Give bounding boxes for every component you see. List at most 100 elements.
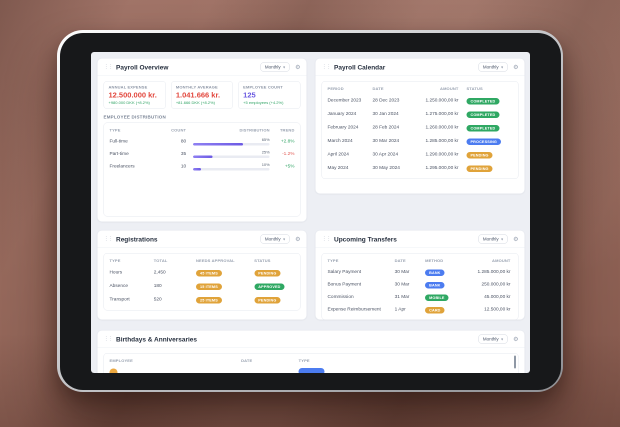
drag-handle-icon[interactable]: ⋮⋮ — [321, 63, 331, 70]
status-badge: APPROVED — [253, 282, 285, 290]
cell-amount: 1.260.000,00 kr — [424, 124, 458, 130]
drag-handle-icon[interactable]: ⋮⋮ — [103, 235, 113, 242]
column-header: AMOUNT — [491, 258, 510, 263]
column-header: DATE — [371, 86, 384, 91]
scrollbar-thumb[interactable] — [513, 355, 516, 368]
status-badge: PENDING — [465, 151, 493, 158]
period-dropdown[interactable]: Monthly ▾ — [477, 234, 508, 243]
period-dropdown-value: Monthly — [482, 236, 499, 241]
chevron-down-icon: ▾ — [282, 64, 285, 69]
distribution-bar: 10% — [192, 161, 270, 170]
period-dropdown-value: Monthly — [482, 336, 499, 341]
cell-type: Freelancers — [109, 163, 135, 169]
cell-amount: 12.500,00 kr — [483, 306, 510, 312]
gear-icon[interactable]: ⚙ — [294, 235, 300, 242]
period-dropdown[interactable]: Monthly ▾ — [477, 62, 508, 71]
cell-status: APPROVED — [253, 281, 294, 290]
status-badge: COMPLETED — [465, 124, 499, 131]
panel-payroll-overview: ⋮⋮ Payroll Overview Monthly ▾ ⚙ ANNUAL E… — [96, 57, 307, 222]
period-dropdown-value: Monthly — [264, 236, 281, 241]
cell-needs-approval: 15 ITEMS — [195, 281, 253, 290]
stat-change: +980.000 DKK (+8.2%) — [108, 100, 150, 105]
stat-value: 125 — [242, 90, 256, 100]
cell-type: Bonus Payment — [327, 281, 361, 287]
column-header: TREND — [279, 127, 294, 133]
panel-body: PERIOD DATE AMOUNT STATUS December 2023 … — [315, 76, 524, 194]
dashboard: ⋮⋮ Payroll Overview Monthly ▾ ⚙ ANNUAL E… — [91, 52, 530, 373]
table-row: Hours 2,450 45 ITEMS PENDING — [109, 265, 294, 279]
cell-method: BANK — [424, 279, 462, 288]
needs-approval-badge: 45 ITEMS — [195, 269, 222, 276]
column-header: PERIOD — [327, 86, 344, 91]
cell-type: Full-time — [109, 138, 128, 144]
gear-icon[interactable]: ⚙ — [294, 63, 300, 70]
cell-method: BANK — [424, 267, 462, 276]
bar-track — [192, 142, 270, 145]
column-header: TYPE — [109, 258, 121, 263]
stat-annual-expense: ANNUAL EXPENSE 12.500.000 kr. +980.000 D… — [103, 80, 166, 109]
period-dropdown[interactable]: Monthly ▾ — [259, 62, 290, 71]
cell-needs-approval: 45 ITEMS — [195, 267, 253, 276]
panel-title: Payroll Overview — [115, 62, 168, 71]
needs-approval-badge: 25 ITEMS — [195, 296, 222, 303]
column-header: DATE — [240, 358, 252, 363]
cell-date: 31 Mar — [394, 293, 409, 300]
tablet-device-frame: ⋮⋮ Payroll Overview Monthly ▾ ⚙ ANNUAL E… — [57, 30, 563, 392]
table-row: May 2024 30 May 2024 1.295.000,00 kr PEN… — [327, 161, 512, 175]
drag-handle-icon[interactable]: ⋮⋮ — [103, 63, 113, 70]
cell-needs-approval: 25 ITEMS — [195, 294, 253, 303]
cell-status: PROCESSING — [465, 136, 512, 145]
distribution-bar: 65% — [192, 137, 270, 145]
cell-period: January 2024 — [327, 110, 356, 117]
drag-handle-icon[interactable]: ⋮⋮ — [103, 335, 113, 342]
stat-change: +5 employees (+4.2%) — [242, 100, 283, 105]
stat-change: +81.666 DKK (+8.2%) — [175, 100, 215, 105]
table-row: Salary Payment 30 Mar BANK 1.285.000,00 … — [327, 265, 512, 278]
panel-header: ⋮⋮ Payroll Overview Monthly ▾ ⚙ — [97, 58, 306, 76]
cell-amount: 45.000,00 kr — [483, 293, 510, 300]
employee-distribution-label: EMPLOYEE DISTRIBUTION — [103, 114, 166, 119]
table-row: December 2023 28 Dec 2023 1.250.000,00 k… — [327, 93, 512, 107]
column-header: TYPE — [109, 127, 121, 133]
bar-track — [192, 167, 270, 170]
panel-title: Registrations — [115, 234, 158, 243]
gear-icon[interactable]: ⚙ — [512, 235, 518, 242]
chevron-down-icon: ▾ — [500, 236, 503, 241]
bar-percent-label: 10% — [261, 161, 270, 167]
bar-percent-label: 25% — [261, 149, 270, 154]
table-header-row: PERIOD DATE AMOUNT STATUS — [327, 85, 512, 93]
column-header: METHOD — [424, 258, 443, 263]
cell-method: MOBILE — [424, 292, 462, 301]
bar-track — [192, 154, 270, 158]
cell-date: 28 Dec 2023 — [371, 97, 399, 103]
cell-trend: +5% — [284, 163, 294, 169]
cell-method: CARD — [424, 304, 462, 313]
needs-approval-badge: 15 ITEMS — [195, 282, 222, 290]
panel-title: Birthdays & Anniversaries — [115, 334, 197, 343]
table-row: February 2024 28 Feb 2024 1.260.000,00 k… — [327, 120, 512, 134]
gear-icon[interactable]: ⚙ — [512, 335, 518, 342]
cell-status: PENDING — [253, 294, 294, 303]
cell-amount: 250.000,00 kr — [480, 281, 510, 287]
panel-body: EMPLOYEE DATE TYPE — [97, 348, 524, 373]
drag-handle-icon[interactable]: ⋮⋮ — [321, 235, 331, 242]
table-row: March 2024 30 Mar 2024 1.285.000,00 kr P… — [327, 134, 512, 148]
panel-body: ANNUAL EXPENSE 12.500.000 kr. +980.000 D… — [97, 76, 306, 222]
cell-period: March 2024 — [327, 137, 353, 144]
cell-trend: +2.8% — [280, 138, 294, 144]
status-badge: COMPLETED — [465, 110, 499, 118]
cell-date: 30 Mar 2024 — [371, 137, 399, 144]
cell-type: Transport — [109, 296, 130, 302]
panel-header: ⋮⋮ Upcoming Transfers Monthly ▾ ⚙ — [315, 230, 524, 248]
period-dropdown[interactable]: Monthly ▾ — [259, 234, 290, 243]
period-dropdown[interactable]: Monthly ▾ — [477, 334, 508, 343]
gear-icon[interactable]: ⚙ — [512, 63, 518, 70]
table-header-row: TYPE DATE METHOD AMOUNT — [327, 257, 512, 265]
stat-value: 12.500.000 kr. — [108, 90, 157, 100]
table-row: Full-time 80 65% +2.8% — [109, 135, 294, 148]
table-row: Expense Reimbursement 1 Apr CARD 12.500,… — [327, 303, 512, 316]
payroll-calendar-table: PERIOD DATE AMOUNT STATUS December 2023 … — [321, 80, 518, 179]
cell-date: 1 Apr — [394, 306, 406, 312]
cell-type: Commission — [327, 293, 354, 300]
table-row: Commission 31 Mar MOBILE 45.000,00 kr — [327, 290, 512, 303]
